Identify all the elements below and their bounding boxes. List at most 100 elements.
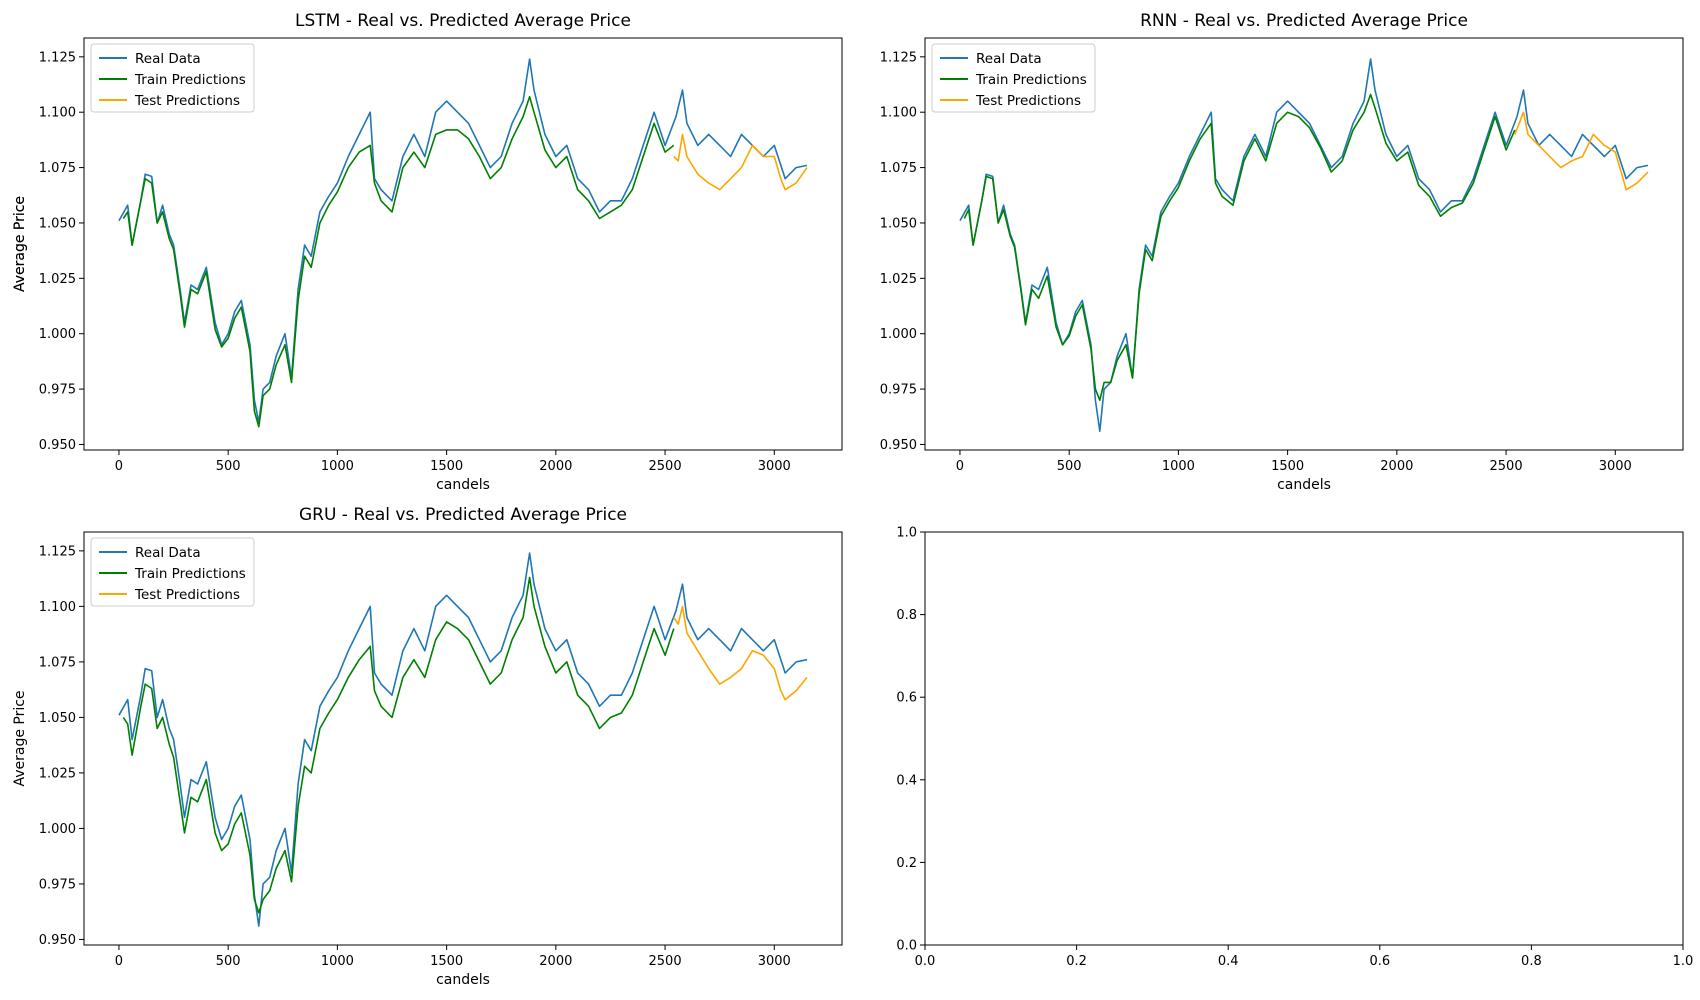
rnn-legend: Real Data Train Predictions Test Predictio…: [931, 43, 1096, 113]
empty-ytick-label: 0.8: [896, 608, 917, 623]
lstm-legend-label-real: Real Data: [135, 51, 201, 67]
lstm-xtick-label: 0: [115, 459, 123, 474]
gru-legend-label-test: Test Predictions: [134, 587, 240, 603]
empty-subplot: 0.0 0.2 0.4 0.6 0.8 1.0 0.0 0.2 0.4 0.6 0.8 1.0: [896, 526, 1693, 970]
lstm-axes-frame: [83, 37, 843, 451]
lstm-legend-label-train: Train Predictions: [134, 72, 246, 88]
rnn-ytick-label: 1.075: [880, 161, 917, 176]
lstm-series-test-line: [673, 133, 808, 191]
rnn-ytick-label: 0.975: [880, 383, 917, 398]
rnn-xtick-label: 0: [956, 459, 964, 474]
gru-legend: Real Data Train Predictions Test Predictio…: [90, 537, 255, 607]
empty-ytick-label: 1.0: [896, 526, 917, 541]
lstm-xtick-label: 3000: [758, 459, 791, 474]
empty-ytick-label: 0.6: [896, 691, 917, 706]
rnn-xtick-label: 3000: [1599, 459, 1632, 474]
lstm-ytick-label: 1.025: [39, 272, 76, 287]
gru-axes-frame: [83, 531, 843, 946]
lstm-legend: Real Data Train Predictions Test Predictio…: [90, 43, 255, 113]
gru-series-real-line: [118, 552, 808, 927]
lstm-plot-area: [118, 58, 808, 428]
rnn-legend-label-train: Train Predictions: [975, 72, 1087, 88]
rnn-chart-title: RNN - Real vs. Predicted Average Price: [1140, 11, 1468, 31]
lstm-xtick-label: 1000: [321, 459, 354, 474]
lstm-series-train-line: [122, 95, 675, 428]
lstm-y-axis-label: Average Price: [12, 196, 28, 292]
rnn-legend-label-test: Test Predictions: [975, 93, 1081, 109]
gru-legend-label-train: Train Predictions: [134, 566, 246, 582]
gru-ytick-label: 1.000: [39, 822, 76, 837]
empty-xtick-label: 0.2: [1066, 954, 1087, 969]
rnn-ytick-label: 1.025: [880, 272, 917, 287]
lstm-ytick-label: 1.100: [39, 106, 76, 121]
lstm-series-real-line: [118, 58, 808, 424]
lstm-ytick-label: 0.950: [39, 438, 76, 453]
gru-ytick-label: 1.125: [39, 544, 76, 559]
empty-xtick-label: 1.0: [1673, 954, 1694, 969]
lstm-chart-title: LSTM - Real vs. Predicted Average Price: [295, 11, 631, 31]
rnn-series-test-line: [1514, 111, 1649, 191]
lstm-subplot: 0 500 1000 1500 2000 2500 3000 0.950 0.975 1.000 1…: [12, 11, 843, 493]
rnn-series-train-line: [963, 93, 1516, 401]
gru-series-train-line: [122, 576, 675, 914]
rnn-ytick-label: 1.050: [880, 216, 917, 231]
lstm-legend-box: [90, 43, 255, 113]
lstm-xtick-label: 2500: [649, 459, 682, 474]
rnn-xtick-label: 1000: [1162, 459, 1195, 474]
gru-xtick-label: 2000: [539, 954, 572, 969]
rnn-xtick-label: 500: [1057, 459, 1082, 474]
gru-x-axis-label: candels: [436, 972, 490, 988]
empty-xtick-label: 0.8: [1521, 954, 1542, 969]
rnn-legend-label-real: Real Data: [976, 51, 1042, 67]
gru-legend-box: [90, 537, 255, 607]
lstm-legend-label-test: Test Predictions: [134, 93, 240, 109]
rnn-xtick-label: 1500: [1271, 459, 1304, 474]
gru-series-test-line: [673, 605, 808, 701]
lstm-ytick-label: 1.000: [39, 327, 76, 342]
rnn-xtick-label: 2500: [1490, 459, 1523, 474]
lstm-ytick-label: 0.975: [39, 383, 76, 398]
empty-ytick-label: 0.0: [896, 939, 917, 954]
rnn-ytick-label: 1.100: [880, 106, 917, 121]
empty-xtick-label: 0.0: [915, 954, 936, 969]
gru-ytick-label: 1.050: [39, 711, 76, 726]
rnn-y-axis-label: Average Price: [12, 196, 28, 292]
lstm-ytick-label: 1.050: [39, 216, 76, 231]
gru-ytick-label: 0.950: [39, 933, 76, 948]
gru-ytick-label: 1.025: [39, 766, 76, 781]
empty-xtick-label: 0.6: [1369, 954, 1390, 969]
rnn-series-real-line: [959, 58, 1649, 432]
rnn-ytick-label: 1.125: [880, 50, 917, 65]
rnn-ytick-label: 0.950: [880, 438, 917, 453]
lstm-ytick-label: 1.075: [39, 161, 76, 176]
rnn-plot-area: [959, 58, 1649, 432]
gru-xtick-label: 1000: [321, 954, 354, 969]
empty-xtick-label: 0.4: [1218, 954, 1239, 969]
gru-xtick-label: 2500: [649, 954, 682, 969]
lstm-xtick-label: 1500: [430, 459, 463, 474]
gru-xtick-label: 3000: [758, 954, 791, 969]
gru-chart-title: GRU - Real vs. Predicted Average Price: [299, 505, 627, 525]
rnn-xtick-label: 2000: [1380, 459, 1413, 474]
gru-ytick-label: 1.075: [39, 655, 76, 670]
gru-xtick-label: 1500: [430, 954, 463, 969]
lstm-xtick-label: 500: [216, 459, 241, 474]
gru-y-axis-label: Average Price: [12, 690, 28, 786]
rnn-x-axis-label: candels: [1277, 477, 1331, 493]
gru-xtick-label: 500: [216, 954, 241, 969]
rnn-subplot: 0 500 1000 1500 2000 2500 3000 0.950 0.975 1.000 1…: [12, 11, 1684, 493]
empty-ytick-label: 0.4: [896, 773, 917, 788]
lstm-x-axis-label: candels: [436, 477, 490, 493]
gru-plot-area: [118, 552, 808, 927]
gru-subplot: 0 500 1000 1500 2000 2500 3000 0.950 0.975 1.000 1…: [12, 505, 843, 988]
rnn-axes-frame: [924, 37, 1684, 451]
lstm-ytick-label: 1.125: [39, 50, 76, 65]
empty-axes-frame: [924, 531, 1684, 946]
gru-ytick-label: 0.975: [39, 877, 76, 892]
lstm-xtick-label: 2000: [539, 459, 572, 474]
rnn-legend-box: [931, 43, 1096, 113]
gru-ytick-label: 1.100: [39, 600, 76, 615]
empty-ytick-label: 0.2: [896, 856, 917, 871]
